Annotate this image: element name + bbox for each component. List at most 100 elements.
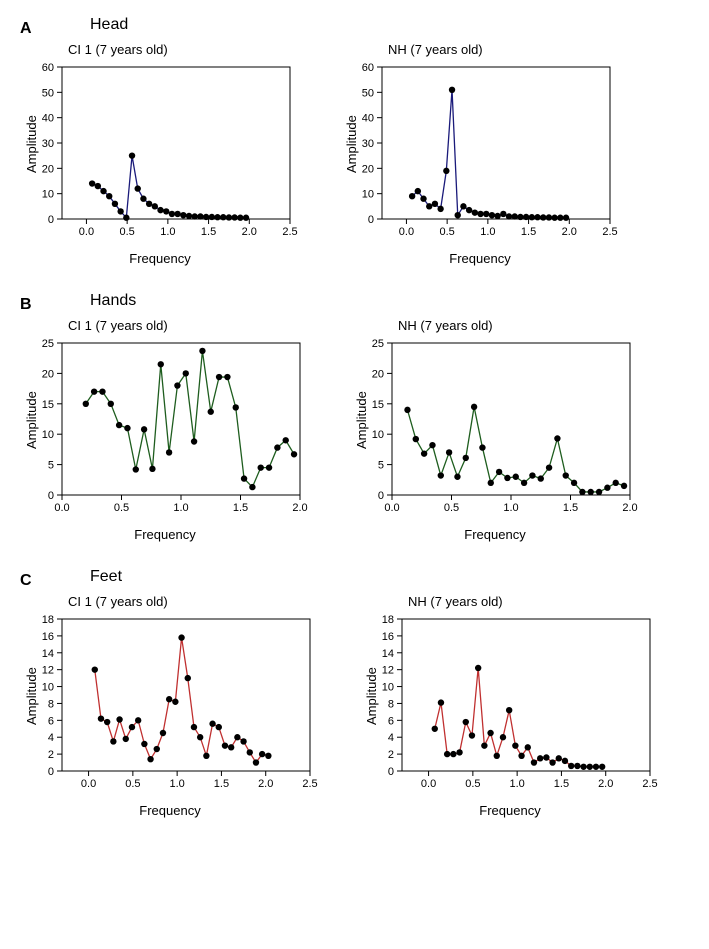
y-axis-label: Amplitude [24,667,39,725]
svg-text:10: 10 [42,682,54,694]
x-axis-label: Frequency [350,527,640,542]
svg-text:10: 10 [42,429,54,441]
svg-text:18: 18 [382,614,394,626]
chart-svg: 0.00.51.01.52.02.50102030405060 [20,59,300,249]
chart-subtitle: NH (7 years old) [408,594,660,609]
svg-text:0.0: 0.0 [54,502,69,514]
svg-text:0.0: 0.0 [399,226,414,238]
svg-text:20: 20 [42,368,54,380]
svg-text:15: 15 [372,399,384,411]
chart-svg: 0.00.51.01.52.00510152025 [350,335,640,525]
chart-subtitle: CI 1 (7 years old) [68,318,310,333]
svg-text:0: 0 [48,214,54,226]
chart-wrap: CI 1 (7 years old) Amplitude 0.0 0.5 1.0 1.5 2… [20,572,320,818]
svg-text:2.5: 2.5 [602,226,617,238]
chart-svg: 0.00.51.01.52.02.5024681012141618 [20,611,320,801]
y-axis-label: Amplitude [364,667,379,725]
svg-text:4: 4 [48,732,54,744]
chart: Amplitude0.00.51.01.52.02.50246810121416… [20,611,320,818]
chart: Amplitude0.00.51.01.52.02.50102030405060… [340,59,620,266]
svg-text:1.0: 1.0 [169,778,184,790]
svg-text:15: 15 [42,399,54,411]
svg-text:0.5: 0.5 [114,502,129,514]
svg-text:60: 60 [362,62,374,74]
svg-text:1.5: 1.5 [214,778,229,790]
svg-text:25: 25 [372,338,384,350]
svg-text:1.0: 1.0 [160,226,175,238]
svg-text:14: 14 [42,648,54,660]
svg-text:1.5: 1.5 [201,226,216,238]
svg-text:30: 30 [42,138,54,150]
svg-text:2: 2 [48,749,54,761]
svg-text:2: 2 [388,749,394,761]
chart: Amplitude0.00.51.01.52.00510152025Freque… [20,335,310,542]
y-axis-label: Amplitude [24,115,39,173]
svg-text:0.5: 0.5 [125,778,140,790]
chart-wrap: NH (7 years old)Amplitude0.00.51.01.52.0… [350,296,640,542]
svg-text:10: 10 [382,682,394,694]
chart-subtitle: NH (7 years old) [398,318,640,333]
chart-svg: 0.00.51.01.52.00510152025 [20,335,310,525]
svg-text:20: 20 [362,163,374,175]
svg-text:2.0: 2.0 [258,778,273,790]
svg-text:2.0: 2.0 [292,502,307,514]
panel-row-b: BHandsCI 1 (7 years old)Amplitude0.00.51… [20,296,690,542]
svg-text:25: 25 [42,338,54,350]
svg-text:10: 10 [372,429,384,441]
svg-text:0.5: 0.5 [439,226,454,238]
chart: Amplitude0.00.51.01.52.00510152025Freque… [350,335,640,542]
y-axis-label: Amplitude [344,115,359,173]
svg-text:10: 10 [362,189,374,201]
y-axis-label: Amplitude [24,391,39,449]
chart-wrap: CI 1 (7 years old)Amplitude0.00.51.01.52… [20,20,300,266]
figure-root: AHeadCI 1 (7 years old)Amplitude0.00.51.… [20,20,690,818]
chart-subtitle: CI 1 (7 years old) [68,42,300,57]
svg-text:0: 0 [378,490,384,502]
svg-text:14: 14 [382,648,394,660]
svg-text:0.0: 0.0 [81,778,96,790]
svg-text:20: 20 [372,368,384,380]
svg-text:40: 40 [42,113,54,125]
svg-text:0.0: 0.0 [79,226,94,238]
panel-row-a: AHeadCI 1 (7 years old)Amplitude0.00.51.… [20,20,690,266]
svg-text:60: 60 [42,62,54,74]
chart: Amplitude0.00.51.01.52.02.50246810121416… [360,611,660,818]
chart-subtitle: NH (7 years old) [388,42,620,57]
svg-text:4: 4 [388,732,394,744]
svg-text:1.0: 1.0 [173,502,188,514]
chart-wrap: NH (7 years old)Amplitude0.00.51.01.52.0… [360,572,660,818]
svg-text:2.0: 2.0 [562,226,577,238]
svg-text:16: 16 [382,631,394,643]
x-axis-label: Frequency [20,251,300,266]
svg-text:10: 10 [42,189,54,201]
svg-text:2.5: 2.5 [302,778,317,790]
svg-text:0: 0 [48,490,54,502]
svg-text:30: 30 [362,138,374,150]
svg-text:0.5: 0.5 [444,502,459,514]
x-axis-label: Frequency [340,251,620,266]
svg-text:2.5: 2.5 [642,778,657,790]
chart: Amplitude0.00.51.01.52.02.50102030405060… [20,59,300,266]
x-axis-label: Frequency [20,527,310,542]
svg-text:1.5: 1.5 [521,226,536,238]
svg-text:40: 40 [362,113,374,125]
svg-text:0.0: 0.0 [384,502,399,514]
svg-text:1.0: 1.0 [503,502,518,514]
svg-text:0: 0 [388,766,394,778]
svg-text:0: 0 [48,766,54,778]
svg-text:12: 12 [42,665,54,677]
svg-text:6: 6 [48,715,54,727]
svg-text:16: 16 [42,631,54,643]
svg-text:1.5: 1.5 [554,778,569,790]
svg-text:18: 18 [42,614,54,626]
svg-text:2.5: 2.5 [282,226,297,238]
svg-text:12: 12 [382,665,394,677]
x-axis-label: Frequency [20,803,320,818]
panel-row-c: CFeetCI 1 (7 years old)Amplitude0.00.51.… [20,572,690,818]
chart-subtitle: CI 1 (7 years old) [68,594,320,609]
svg-text:0.5: 0.5 [465,778,480,790]
svg-text:8: 8 [388,698,394,710]
svg-text:1.5: 1.5 [563,502,578,514]
svg-text:1.0: 1.0 [480,226,495,238]
svg-text:0: 0 [368,214,374,226]
